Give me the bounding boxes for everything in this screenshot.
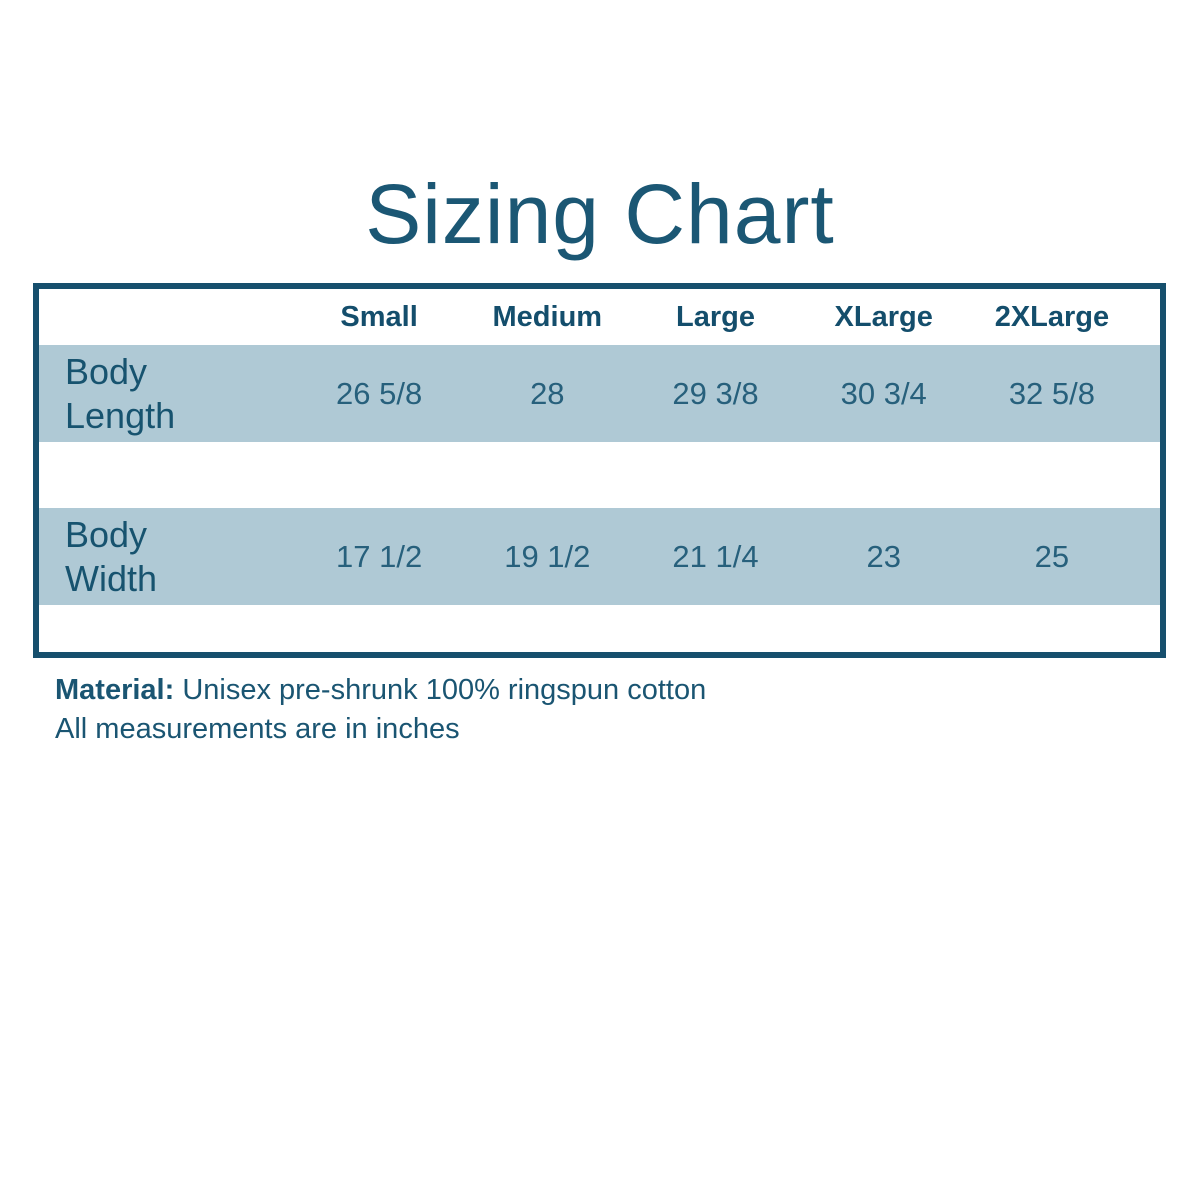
- table-header-row: Small Medium Large XLarge 2XLarge: [39, 289, 1160, 345]
- page-title: Sizing Chart: [365, 167, 835, 261]
- row-label-cell: Body Width: [39, 513, 295, 601]
- body-length-2xlarge: 32 5/8: [1008, 375, 1096, 411]
- body-length-small: 26 5/8: [336, 375, 423, 411]
- table-row-body-width: Body Width 17 1/2 19 1/2 21 1/4 23 25: [39, 508, 1160, 605]
- column-header-medium: Medium: [492, 300, 603, 333]
- table-row-body-length: Body Length 26 5/8 28 29 3/8 30 3/4 32 5…: [39, 345, 1160, 442]
- body-width-2xlarge: 25: [1034, 538, 1070, 574]
- body-width-large: 21 1/4: [672, 538, 759, 574]
- body-width-xlarge: 23: [866, 538, 901, 574]
- row-label-body-length: Body Length: [65, 350, 176, 436]
- bottom-spacer: [39, 605, 1160, 652]
- body-length-xlarge: 30 3/4: [840, 375, 927, 411]
- column-header-small: Small: [340, 300, 418, 333]
- row-separator: [39, 442, 1160, 508]
- body-width-small: 17 1/2: [336, 538, 423, 574]
- row-label-cell: Body Length: [39, 350, 295, 438]
- body-width-medium: 19 1/2: [504, 538, 591, 574]
- material-label: Material:: [55, 674, 175, 706]
- sizing-table: Small Medium Large XLarge 2XLarge Body L…: [33, 283, 1166, 658]
- footer-notes: Material: Unisex pre-shrunk 100% ringspu…: [55, 671, 706, 749]
- body-length-large: 29 3/8: [672, 375, 759, 411]
- column-header-large: Large: [676, 300, 755, 333]
- body-length-medium: 28: [530, 375, 565, 411]
- material-value: Unisex pre-shrunk 100% ringspun cotton: [174, 674, 707, 706]
- column-header-xlarge: XLarge: [834, 300, 933, 333]
- material-line: Material: Unisex pre-shrunk 100% ringspu…: [55, 671, 706, 710]
- measurement-note: All measurements are in inches: [55, 713, 460, 745]
- row-label-body-width: Body Width: [65, 513, 158, 599]
- column-header-2xlarge: 2XLarge: [994, 300, 1110, 333]
